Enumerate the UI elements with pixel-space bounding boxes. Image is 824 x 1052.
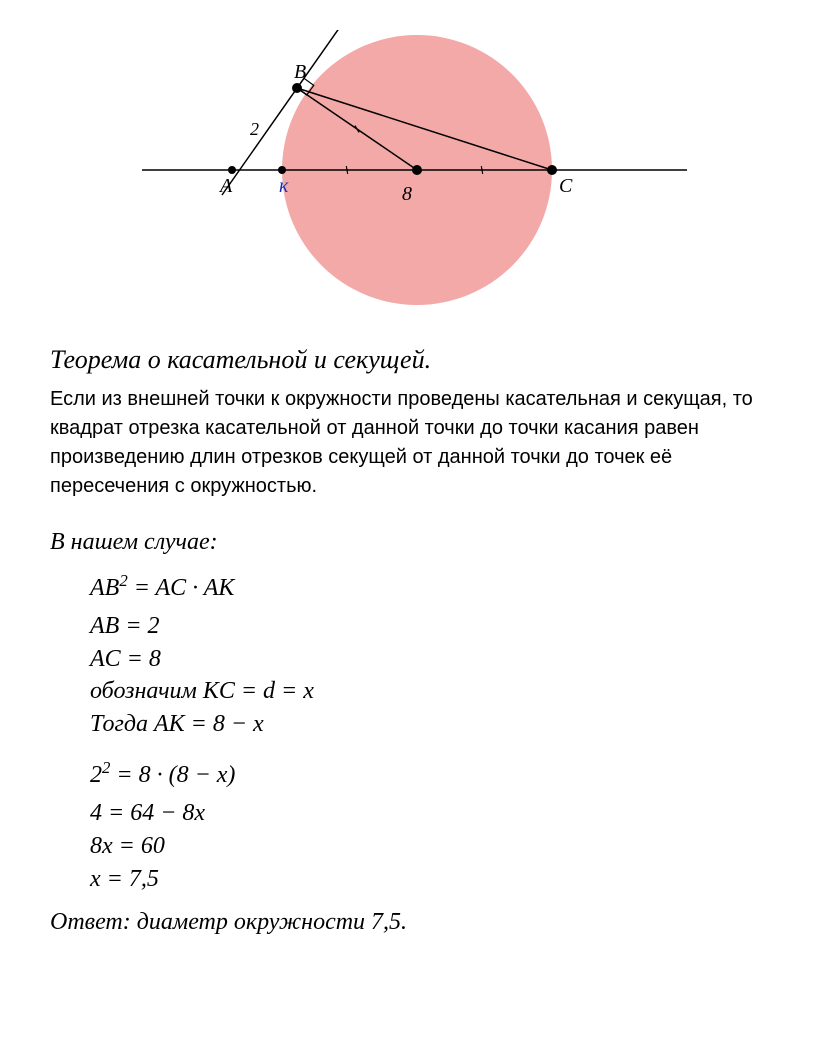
step-1: 22 = 8 · (8 − x) [90, 757, 774, 791]
theorem-statement: Если из внешней точки к окружности прове… [50, 385, 774, 501]
svg-text:B: B [294, 61, 306, 83]
equation-main: AB2 = AC · AK [90, 570, 774, 604]
then-ak: Тогда AK = 8 − x [90, 710, 774, 739]
svg-text:8: 8 [402, 183, 412, 205]
geometry-diagram: Aк C B 2 8 [50, 30, 774, 315]
given-ab: AB = 2 [90, 612, 774, 641]
svg-text:C: C [559, 175, 573, 197]
case-intro: В нашем случае: [50, 526, 774, 560]
step-3: 8x = 60 [90, 832, 774, 861]
let-kc: обозначим KC = d = x [90, 677, 774, 706]
theorem-title: Теорема о касательной и секущей. [50, 345, 774, 375]
answer: Ответ: диаметр окружности 7,5. [50, 909, 774, 936]
diagram-svg: Aк C B 2 8 [127, 30, 697, 315]
given-ac: AC = 8 [90, 645, 774, 674]
svg-text:к: к [279, 175, 289, 197]
step1-text: 22 = 8 · (8 − x) [90, 762, 235, 788]
step-4: x = 7,5 [90, 865, 774, 894]
svg-text:2: 2 [250, 119, 259, 139]
eq1-text: AB2 = AC · AK [90, 575, 234, 601]
step-2: 4 = 64 − 8x [90, 799, 774, 828]
svg-text:A: A [218, 175, 233, 197]
